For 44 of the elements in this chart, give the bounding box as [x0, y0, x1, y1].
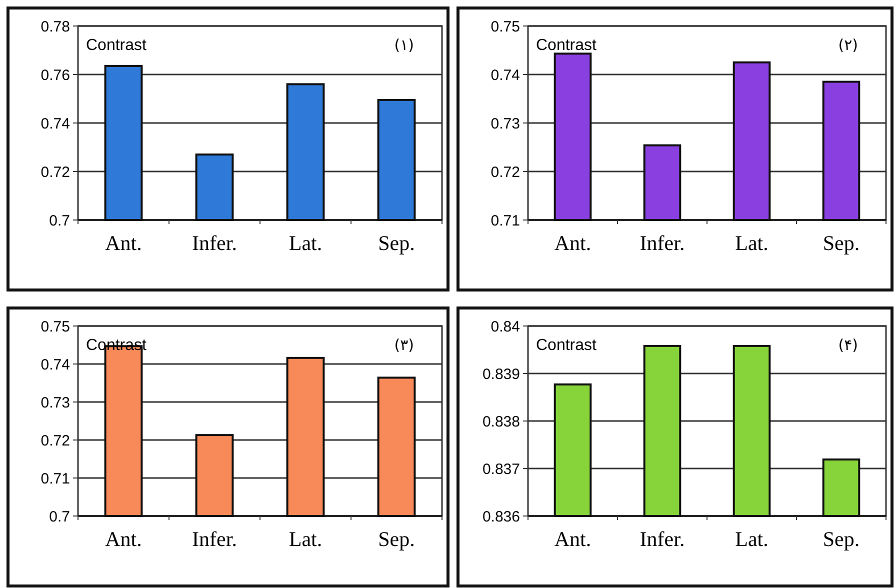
y-tick-label: 0.71 — [40, 470, 70, 488]
y-tick-label: 0.72 — [490, 164, 520, 181]
x-tick-label: Ant. — [105, 231, 142, 255]
x-tick-label: Infer. — [192, 231, 237, 255]
x-tick-label: Sep. — [378, 527, 415, 551]
y-tick-label: 0.836 — [482, 508, 520, 526]
x-tick-label: Lat. — [735, 231, 768, 255]
x-tick-label: Infer. — [640, 231, 685, 255]
text: Contrast — [86, 37, 148, 54]
x-tick-label: Ant. — [554, 527, 592, 551]
x-tick-label: Infer. — [640, 527, 685, 551]
text: Contrast — [536, 37, 598, 54]
y-tick-label: 0.75 — [40, 318, 70, 336]
x-tick-label: Lat. — [735, 527, 768, 551]
x-tick-label: Ant. — [554, 231, 592, 255]
y-tick-label: 0.74 — [40, 356, 70, 374]
y-tick-label: 0.7 — [49, 212, 70, 230]
y-tick-label: 0.839 — [482, 366, 520, 383]
y-tick-label: 0.84 — [490, 318, 520, 336]
x-tick-label: Sep. — [822, 527, 860, 551]
y-tick-label: 0.76 — [40, 66, 70, 84]
y-tick-label: 0.73 — [40, 394, 70, 412]
y-tick-label: 0.72 — [40, 164, 70, 181]
y-tick-label: 0.7 — [49, 508, 70, 526]
x-tick-label: Ant. — [105, 527, 142, 551]
x-tick-label: Lat. — [288, 527, 322, 551]
text: Contrast — [536, 337, 598, 354]
y-tick-label: 0.72 — [40, 432, 70, 450]
y-tick-label: 0.74 — [40, 115, 70, 132]
y-tick-label: 0.75 — [490, 18, 520, 36]
y-tick-label: 0.78 — [40, 18, 70, 36]
x-tick-label: Sep. — [378, 231, 415, 255]
x-tick-label: Sep. — [822, 231, 860, 255]
x-tick-label: Lat. — [288, 231, 322, 255]
y-tick-label: 0.838 — [482, 413, 520, 430]
text: (۳) — [394, 336, 414, 354]
text: (۴) — [838, 336, 858, 354]
x-tick-label: Infer. — [192, 527, 237, 551]
y-tick-label: 0.74 — [490, 66, 520, 84]
y-tick-label: 0.73 — [490, 115, 520, 132]
text: (۱) — [394, 36, 414, 54]
text: (۲) — [838, 36, 858, 54]
y-tick-label: 0.71 — [490, 212, 520, 230]
y-tick-label: 0.837 — [482, 460, 520, 478]
